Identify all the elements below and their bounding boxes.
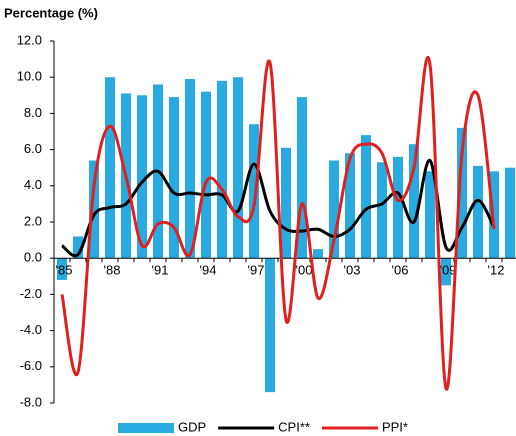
bar bbox=[57, 258, 67, 280]
bar bbox=[201, 91, 211, 259]
y-tick-label: -2.0 bbox=[20, 286, 42, 301]
bar bbox=[169, 97, 179, 259]
x-tick-label: '94 bbox=[200, 263, 217, 278]
bar bbox=[377, 162, 387, 259]
x-tick-label: '97 bbox=[248, 263, 265, 278]
legend-label: GDP bbox=[178, 419, 206, 434]
bar bbox=[425, 171, 435, 259]
bar bbox=[249, 124, 259, 259]
y-tick-label: 2.0 bbox=[24, 213, 42, 228]
bar bbox=[393, 156, 403, 259]
bar bbox=[441, 258, 451, 286]
legend-label: CPI** bbox=[278, 419, 310, 434]
bar bbox=[89, 160, 99, 259]
y-tick-label: 10.0 bbox=[17, 69, 42, 84]
bar bbox=[329, 160, 339, 259]
axis-title: Percentage (%) bbox=[4, 5, 98, 20]
bar bbox=[297, 97, 307, 259]
x-tick-label: '85 bbox=[56, 263, 73, 278]
x-tick-label: '03 bbox=[344, 263, 361, 278]
bar bbox=[265, 258, 275, 393]
bar bbox=[409, 144, 419, 259]
y-tick-label: -6.0 bbox=[20, 358, 42, 373]
bar bbox=[217, 80, 227, 259]
bar bbox=[281, 147, 291, 259]
y-tick-label: -4.0 bbox=[20, 322, 42, 337]
legend-swatch bbox=[118, 423, 174, 433]
x-tick-label: '12 bbox=[488, 263, 505, 278]
x-tick-label: '06 bbox=[392, 263, 409, 278]
bar bbox=[185, 79, 195, 259]
y-tick-label: 8.0 bbox=[24, 105, 42, 120]
x-tick-label: '88 bbox=[104, 263, 121, 278]
y-tick-label: 4.0 bbox=[24, 177, 42, 192]
bar bbox=[457, 127, 467, 259]
bar bbox=[105, 77, 115, 259]
y-tick-label: -8.0 bbox=[20, 394, 42, 409]
bar bbox=[345, 153, 355, 259]
bar bbox=[473, 165, 483, 259]
bar bbox=[505, 167, 515, 259]
bar bbox=[361, 135, 371, 259]
line bbox=[60, 55, 496, 391]
bar bbox=[233, 77, 243, 259]
bar bbox=[137, 95, 147, 259]
y-tick-label: 0.0 bbox=[24, 250, 42, 265]
x-tick-label: '91 bbox=[152, 263, 169, 278]
y-tick-label: 6.0 bbox=[24, 141, 42, 156]
legend-label: PPI* bbox=[382, 419, 408, 434]
y-tick-label: 12.0 bbox=[17, 32, 42, 47]
x-tick-label: '09 bbox=[440, 263, 457, 278]
bar bbox=[313, 249, 323, 259]
bar bbox=[73, 236, 83, 259]
x-tick-label: '00 bbox=[296, 263, 313, 278]
